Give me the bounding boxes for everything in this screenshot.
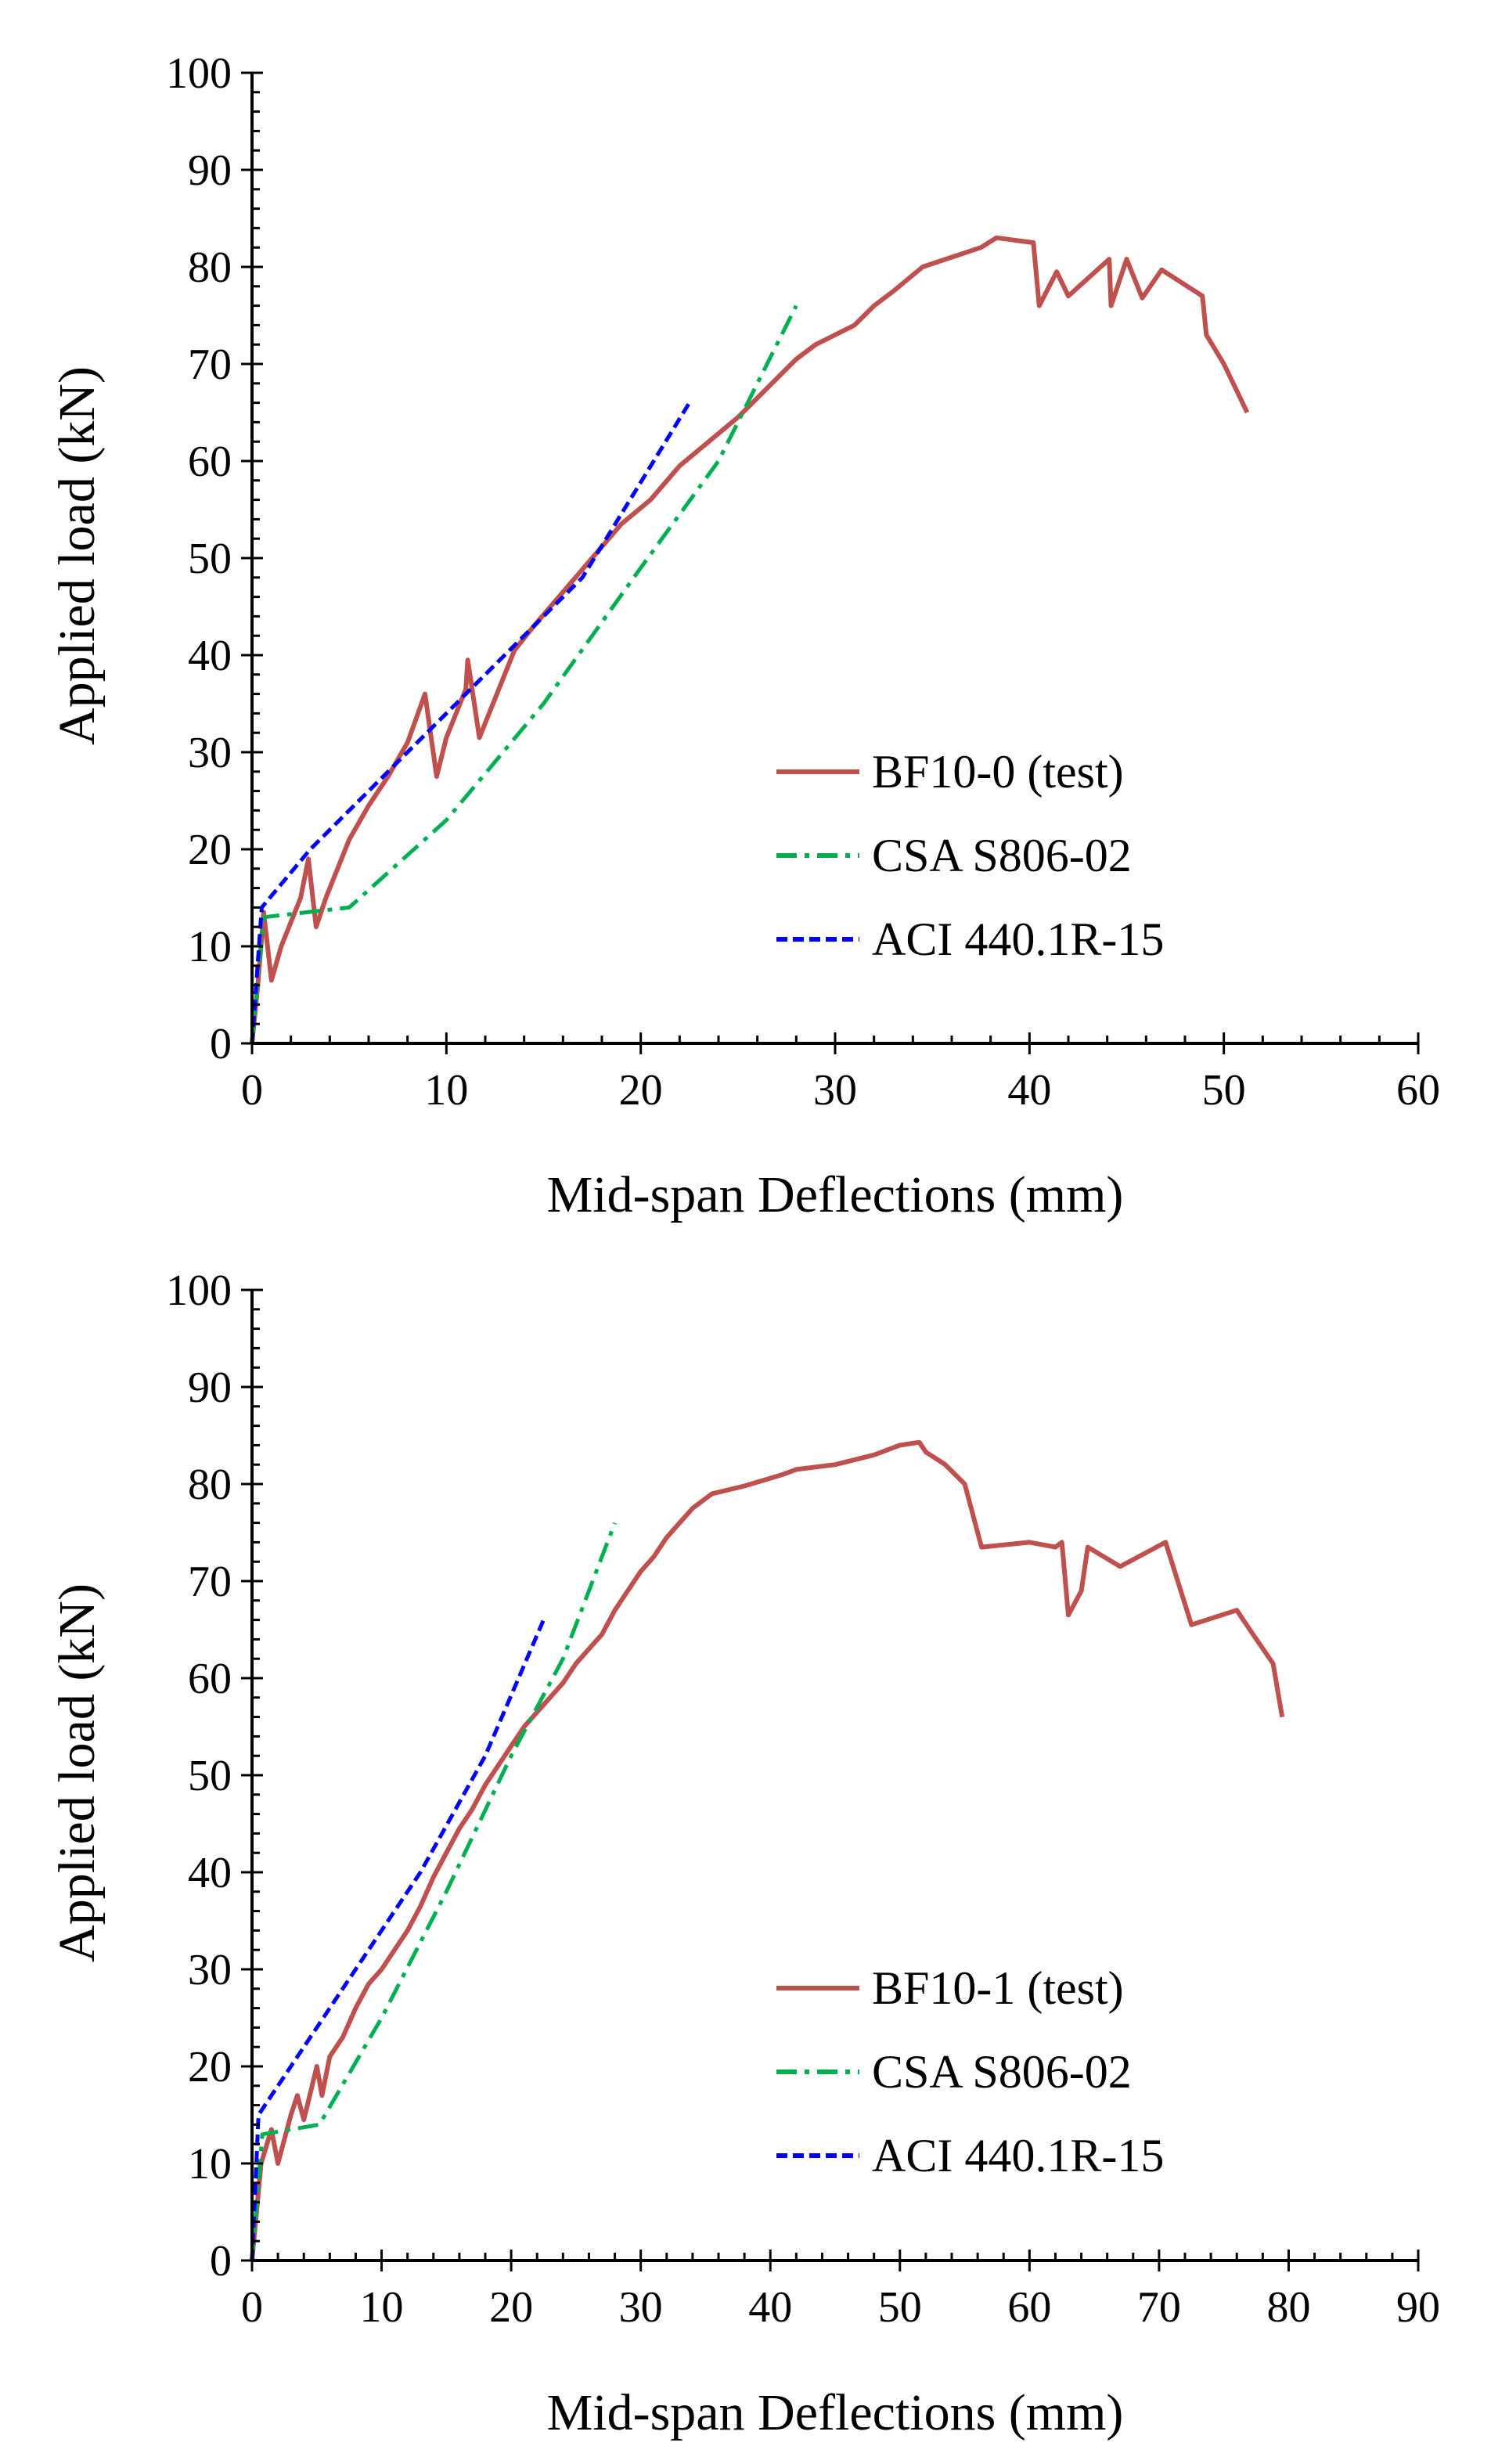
y-tick-label: 60	[188, 438, 232, 486]
y-tick-label: 90	[188, 1363, 232, 1412]
x-tick-label: 20	[619, 1066, 663, 1115]
y-tick-label: 90	[188, 146, 232, 195]
legend-label-aci: ACI 440.1R-15	[872, 913, 1164, 965]
y-tick-label: 10	[188, 923, 232, 971]
y-tick-label: 30	[188, 1946, 232, 1994]
y-tick-label: 70	[188, 1558, 232, 1606]
y-tick-label: 10	[188, 2140, 232, 2188]
x-tick-label: 80	[1266, 2283, 1310, 2332]
x-tick-label: 60	[1007, 2283, 1051, 2332]
chart-bottom: Applied load (kN) Mid-span Deflections (…	[49, 1266, 1440, 2441]
y-axis-title: Applied load (kN)	[49, 1583, 106, 1962]
y-tick-label: 80	[188, 243, 232, 292]
x-tick-label: 0	[241, 2283, 263, 2332]
y-tick-label: 80	[188, 1461, 232, 1509]
chart-top: Applied load (kN) Mid-span Deflections (…	[49, 49, 1440, 1223]
x-tick-label: 40	[748, 2283, 792, 2332]
legend: BF10-0 (test) CSA S806-02 ACI 440.1R-15	[776, 746, 1164, 965]
y-tick-label: 40	[188, 1849, 232, 1897]
y-tick-label: 60	[188, 1655, 232, 1703]
legend-label-csa: CSA S806-02	[872, 830, 1132, 881]
x-tick-label: 90	[1396, 2283, 1440, 2332]
legend-label-aci: ACI 440.1R-15	[872, 2130, 1164, 2181]
series-line-test	[250, 235, 1250, 1044]
y-tick-label: 50	[188, 535, 232, 583]
x-tick-label: 30	[619, 2283, 663, 2332]
x-tick-label: 20	[489, 2283, 533, 2332]
x-tick-label: 10	[424, 1066, 468, 1115]
x-axis-title: Mid-span Deflections (mm)	[547, 2384, 1124, 2441]
x-tick-label: 70	[1137, 2283, 1181, 2332]
y-axis-title: Applied load (kN)	[49, 366, 106, 745]
y-tick-label: 50	[188, 1752, 232, 1800]
y-tick-label: 0	[210, 2237, 232, 2286]
y-tick-label: 100	[166, 1266, 232, 1315]
x-tick-label: 10	[360, 2283, 404, 2332]
x-axis-title: Mid-span Deflections (mm)	[547, 1166, 1124, 1223]
series-line-csa	[250, 1522, 617, 2261]
y-tick-label: 40	[188, 632, 232, 680]
series-line-csa	[250, 304, 798, 1044]
x-tick-label: 50	[1202, 1066, 1246, 1115]
x-tick-label: 30	[813, 1066, 857, 1115]
x-tick-label: 50	[878, 2283, 922, 2332]
y-tick-label: 70	[188, 340, 232, 389]
y-tick-label: 100	[166, 49, 232, 98]
legend-label-csa: CSA S806-02	[872, 2046, 1132, 2098]
series-line-aci	[250, 1619, 546, 2261]
y-tick-label: 0	[210, 1020, 232, 1068]
legend: BF10-1 (test) CSA S806-02 ACI 440.1R-15	[776, 1962, 1164, 2181]
y-tick-label: 20	[188, 2043, 232, 2091]
series-line-aci	[250, 402, 691, 1044]
y-tick-label: 20	[188, 826, 232, 874]
x-tick-label: 60	[1396, 1066, 1440, 1115]
x-tick-label: 40	[1007, 1066, 1051, 1115]
series-line-test	[250, 1439, 1285, 2261]
legend-label-test: BF10-0 (test)	[872, 746, 1124, 798]
x-tick-label: 0	[241, 1066, 263, 1115]
y-tick-label: 30	[188, 729, 232, 777]
legend-label-test: BF10-1 (test)	[872, 1962, 1124, 2014]
